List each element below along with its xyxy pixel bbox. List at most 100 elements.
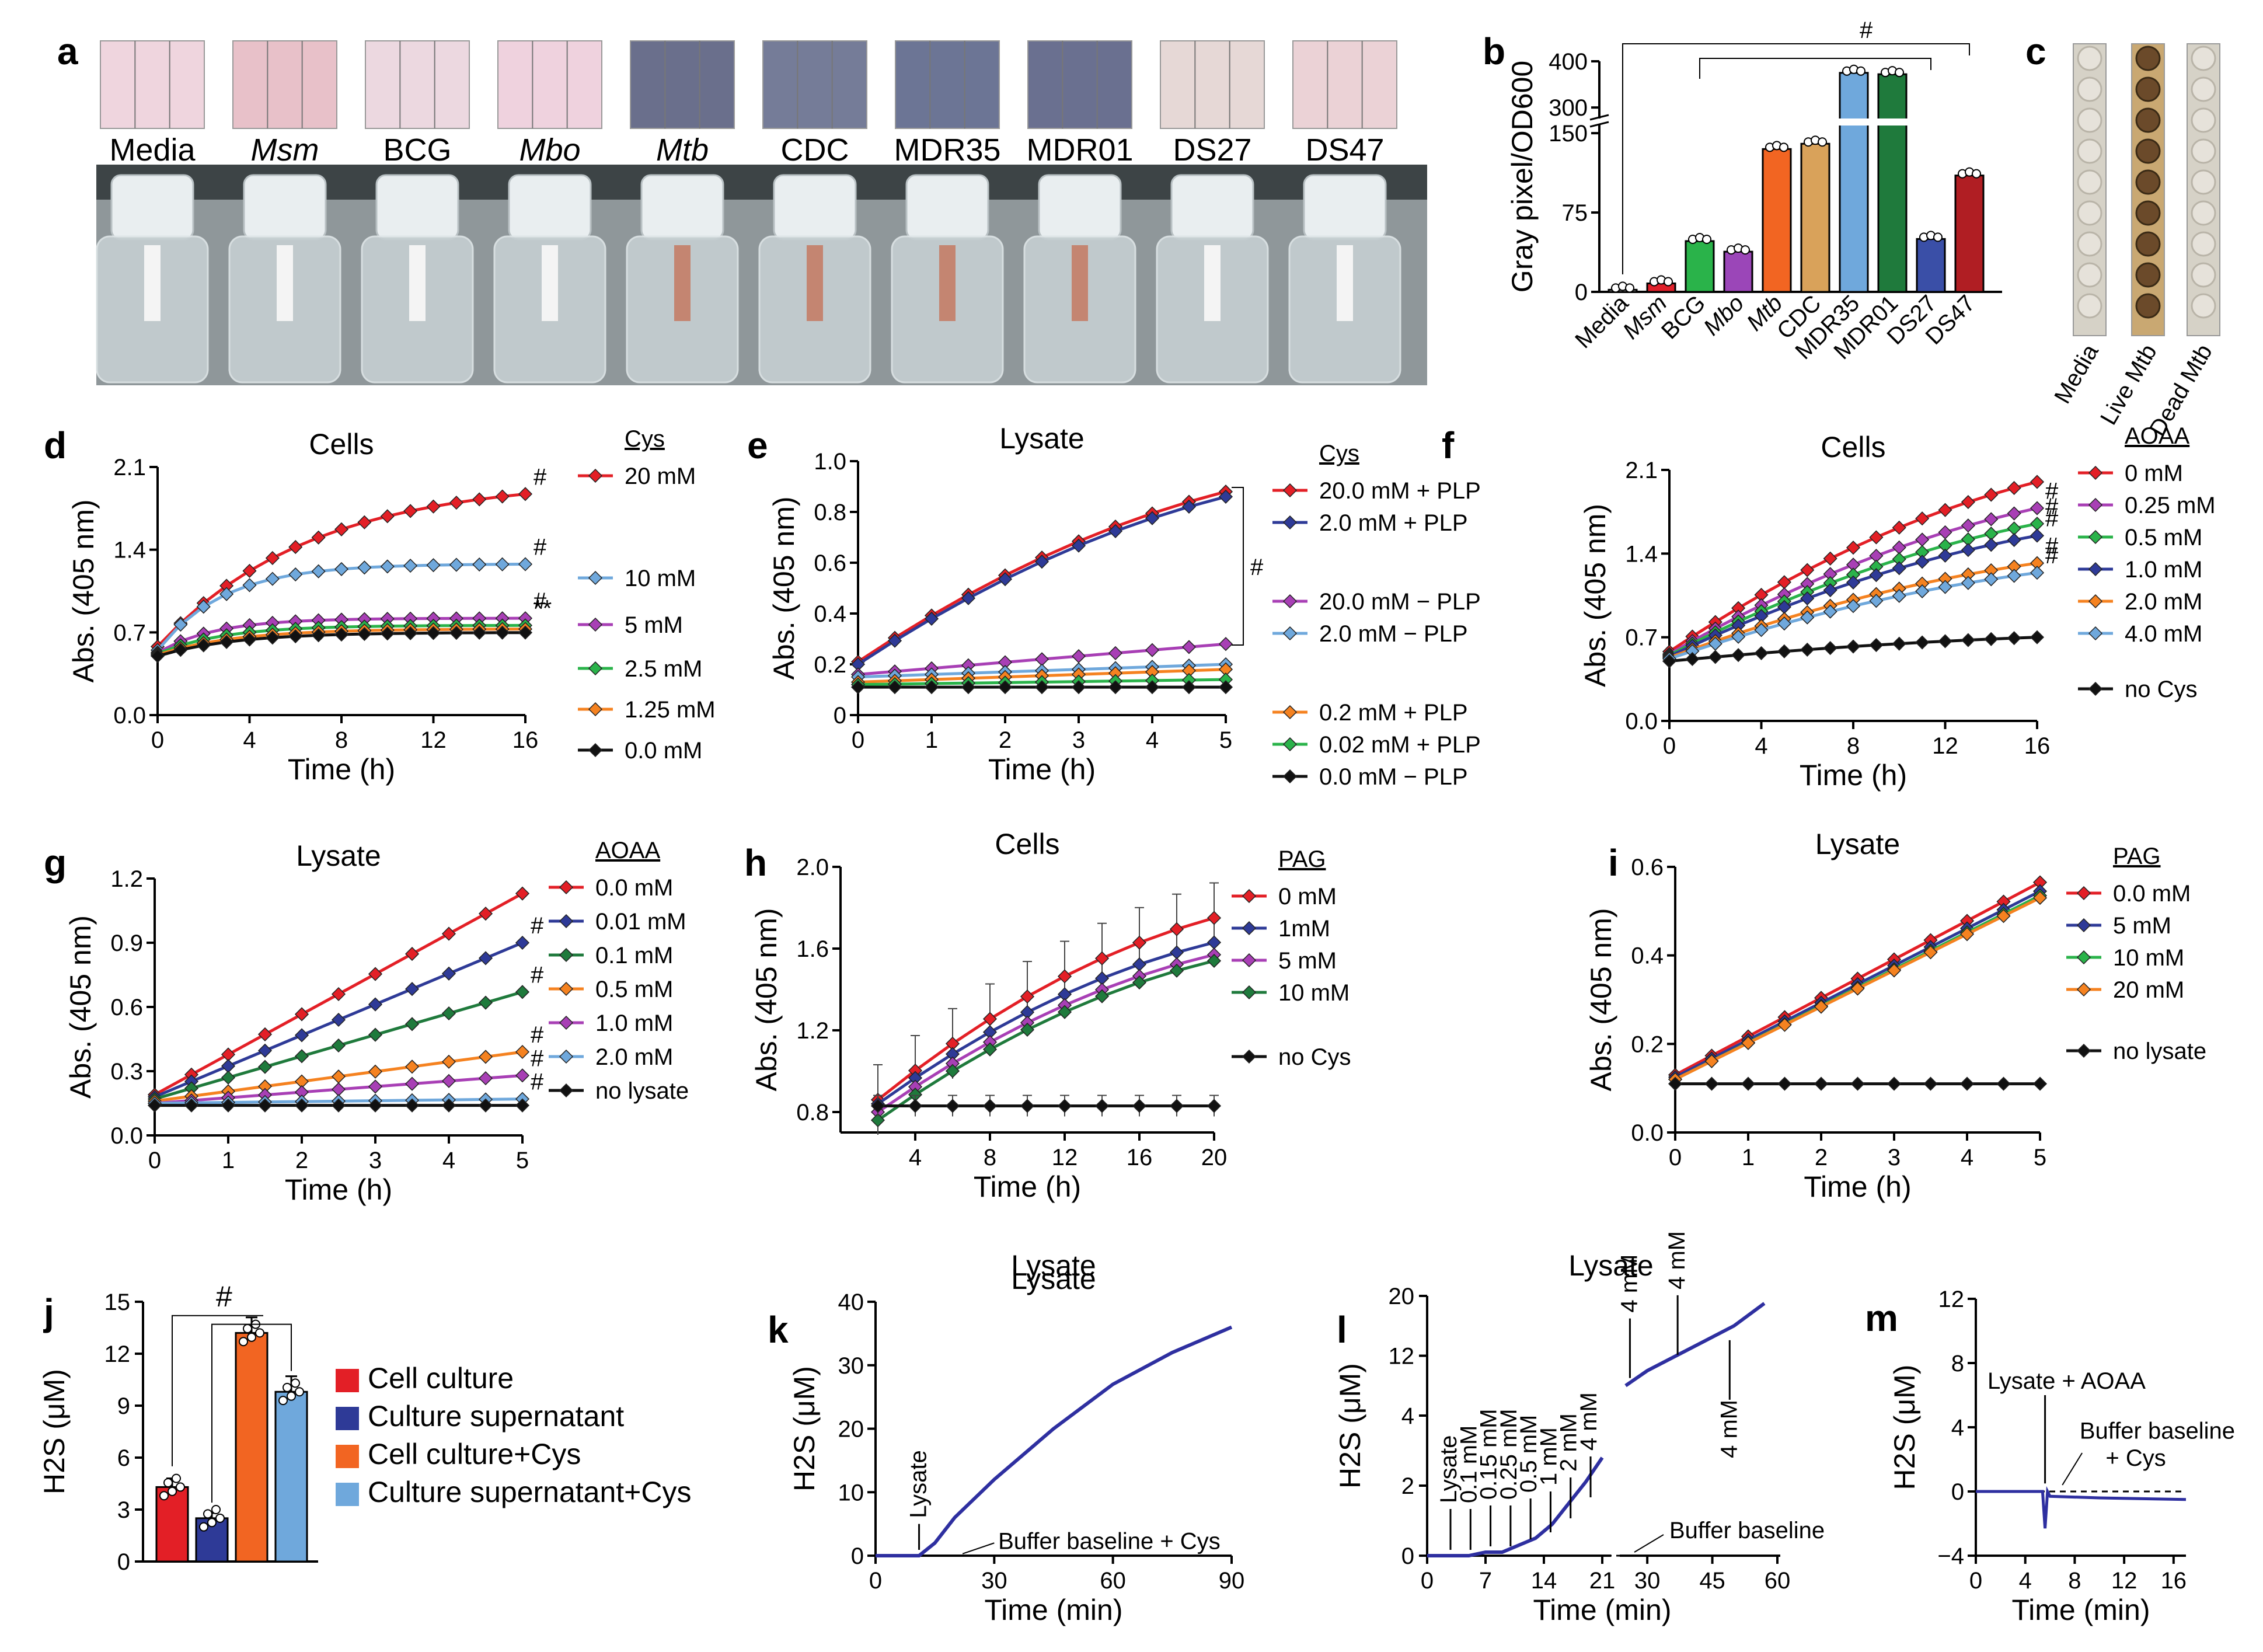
data-point — [1846, 639, 1861, 654]
y-tick-label: 0 — [834, 703, 846, 729]
chart-title: Cells — [309, 428, 374, 461]
addition-label: 0.1 mM — [1456, 1426, 1481, 1503]
legend-marker — [559, 1015, 574, 1030]
strip-well — [2135, 76, 2161, 102]
x-tick-label: 14 — [1531, 1568, 1557, 1594]
data-point — [331, 1038, 346, 1053]
data-point — [515, 935, 530, 950]
x-tick-label: 90 — [1219, 1568, 1245, 1594]
data-point — [1169, 922, 1184, 936]
annotation-baseline: Buffer baseline + Cys — [998, 1528, 1221, 1554]
data-point — [1132, 975, 1147, 990]
addition-label: 0.25 mM — [1496, 1409, 1522, 1500]
legend-entry: 0.0 mM — [2113, 881, 2191, 907]
x-axis-label: Time (min) — [2011, 1594, 2150, 1626]
y-tick-label: 0 — [117, 1549, 130, 1575]
replicate-dot — [247, 1332, 256, 1342]
annotation-baseline: Buffer baseline — [1669, 1518, 1825, 1543]
data-point — [405, 982, 420, 996]
y-tick-label: 30 — [838, 1353, 864, 1379]
y-tick-label: 0.0 — [1625, 709, 1658, 734]
y-tick-label: 8 — [1951, 1351, 1964, 1376]
strip-well — [2191, 138, 2216, 164]
baseline-arrow — [1634, 1534, 1664, 1553]
y-tick-label: 0.8 — [796, 1100, 829, 1125]
addition-label: Lysate — [1436, 1435, 1462, 1503]
strain-label: Msm — [251, 133, 319, 168]
x-tick-label: 0 — [151, 727, 164, 753]
data-point — [1938, 580, 1952, 594]
test-strip — [1160, 40, 1265, 129]
x-tick-label: 5 — [2034, 1145, 2046, 1170]
data-point — [2030, 528, 2045, 543]
legend-marker — [559, 880, 574, 895]
y-tick-label: 0.4 — [814, 601, 846, 627]
legend-title: PAG — [1278, 846, 1326, 872]
significance-mark: # — [2045, 543, 2059, 569]
significance-mark: # — [531, 962, 544, 988]
data-point — [515, 985, 530, 999]
data-point — [1132, 935, 1147, 950]
data-point — [1814, 999, 1829, 1014]
strip-in-bottle — [277, 245, 293, 321]
y-axis-label: Abs. (405 nm) — [64, 915, 97, 1099]
data-point — [403, 559, 418, 573]
data-point — [357, 515, 372, 529]
x-tick-label: 60 — [1765, 1568, 1791, 1594]
data-point — [380, 559, 395, 574]
data-point — [1996, 1076, 2011, 1091]
replicate-dot — [243, 1323, 252, 1333]
x-axis-label: Time (min) — [1533, 1594, 1671, 1626]
x-axis-label: Time (h) — [988, 753, 1096, 786]
legend-marker — [2088, 529, 2103, 545]
replicate-dot — [283, 1382, 292, 1392]
panel-label-e: e — [747, 424, 768, 466]
strain-label: DS47 — [1305, 133, 1384, 168]
data-point — [426, 626, 441, 640]
addition-label: 2 mM — [1556, 1413, 1582, 1472]
y-tick-label: 0 — [1575, 280, 1588, 305]
y-tick-label: 0 — [1951, 1479, 1964, 1505]
data-point — [1020, 989, 1035, 1004]
data-point — [1984, 538, 1999, 552]
strip-well — [2135, 169, 2161, 195]
bar-mtb — [1762, 148, 1792, 293]
legend-marker — [559, 947, 574, 963]
bottle-cap — [110, 174, 194, 241]
panel-a: a Media Msm BCG Mbo Mtb CDC MDR35 MDR01 DS27 DS47 — [57, 30, 1427, 385]
data-point — [495, 625, 510, 640]
y-tick-label: 0.8 — [814, 500, 846, 525]
data-point — [1668, 1076, 1683, 1091]
series-line-1 — [877, 941, 1215, 1106]
bar-ds27 — [1916, 238, 1946, 293]
data-point — [403, 504, 418, 518]
legend-marker — [1282, 483, 1298, 498]
data-point — [1094, 1099, 1110, 1113]
legend-marker — [588, 743, 603, 758]
significance-mark: # — [216, 1280, 232, 1313]
x-tick-label: 8 — [984, 1145, 996, 1170]
data-point — [1938, 525, 1952, 539]
data-point — [518, 487, 533, 501]
data-point — [257, 1043, 273, 1058]
panel-h: h 0.8 1.2 1.6 2.0 4 8 12 16 20 Time (h) Abs. (405 n… — [744, 828, 1351, 1203]
x-tick-label: 2 — [1815, 1145, 1828, 1170]
legend-marker — [2076, 918, 2091, 933]
strip-well — [2191, 200, 2216, 226]
data-point — [311, 530, 326, 545]
data-point — [1071, 538, 1086, 553]
data-point — [2030, 517, 2045, 531]
data-point — [2007, 533, 2021, 548]
legend-marker — [559, 981, 574, 996]
legend-entry: 2.0 mM — [2125, 589, 2202, 615]
y-tick-label: 0.9 — [110, 930, 143, 956]
x-tick-label: 8 — [1847, 733, 1860, 759]
data-point — [288, 629, 303, 644]
panel-label-a: a — [57, 30, 78, 72]
data-point — [1218, 489, 1233, 504]
data-point — [1754, 623, 1769, 637]
data-point — [449, 496, 463, 510]
x-tick-label: 3 — [1888, 1145, 1901, 1170]
data-point — [1846, 599, 1861, 614]
data-point — [887, 633, 902, 648]
